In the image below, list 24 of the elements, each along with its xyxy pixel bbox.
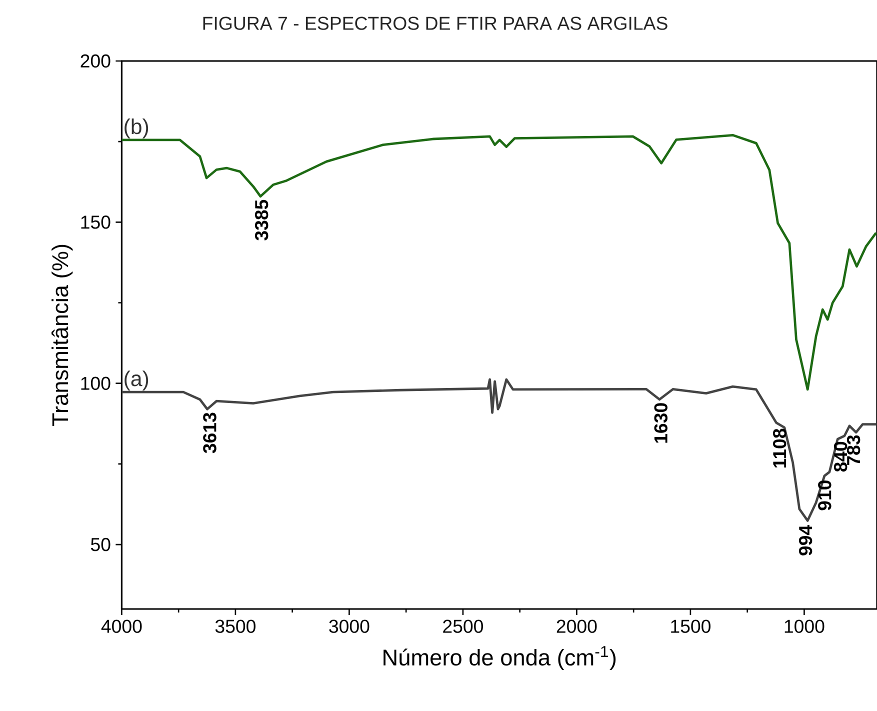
- x-tick-label: 3500: [215, 620, 256, 633]
- x-tick-label: 1500: [671, 620, 710, 633]
- y-axis-title: Transmitância (%): [52, 244, 73, 426]
- annotation: 1630: [654, 403, 668, 443]
- y-tick-label: 100: [81, 376, 110, 390]
- annotation: 3385: [254, 200, 268, 240]
- y-tick-label: 50: [90, 538, 110, 552]
- series-label: (a): [124, 370, 148, 390]
- x-axis-title: Número de onda (cm$^{-1}$): [384, 646, 616, 670]
- y-tick-label: 200: [80, 54, 110, 68]
- annotation: 994: [798, 524, 812, 556]
- y-tick-label: 150: [81, 216, 110, 229]
- chart-title: FIGURA 7 - ESPECTROS DE FTIR PARA AS ARGILAS: [203, 16, 668, 30]
- series-label: (b): [124, 118, 148, 138]
- annotation: 3613: [203, 412, 216, 454]
- x-tick-label: 2500: [443, 620, 483, 633]
- x-tick-label: 2000: [556, 620, 597, 633]
- x-tick-label: 3000: [329, 620, 370, 633]
- annotation: 910: [818, 480, 832, 510]
- annotation: 783: [846, 435, 860, 465]
- x-tick-label: 1000: [784, 620, 824, 633]
- annotation: 1108: [773, 428, 786, 468]
- x-tick-label: 4000: [101, 620, 142, 633]
- annotation: 840: [834, 442, 848, 472]
